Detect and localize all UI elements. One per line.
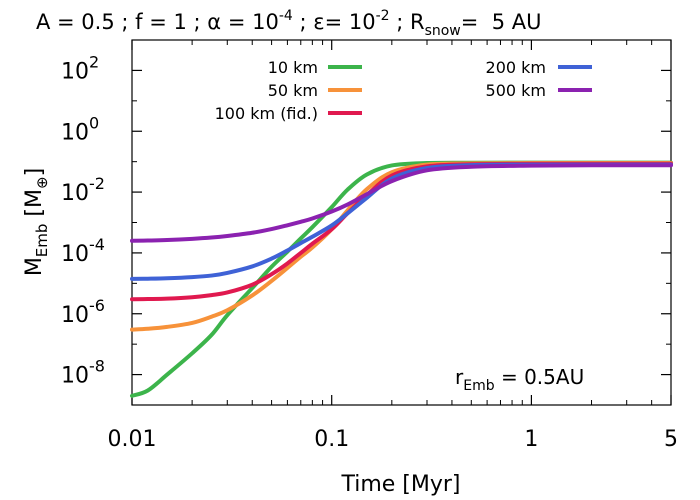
legend-label: 200 km xyxy=(486,58,546,77)
ylabel-unit-sub: ⊕ xyxy=(33,176,51,189)
axis-ticks: 0.01 0.1 1 5 10-8 10-6 10-4 10-2 100 102 xyxy=(61,40,678,452)
title-rsnow-sub: snow xyxy=(425,23,461,39)
series-line-0 xyxy=(130,160,673,398)
y-axis-label: MEmb [M⊕] xyxy=(22,168,51,276)
plot-frame xyxy=(131,39,672,406)
title-f: f = 1 xyxy=(135,10,187,34)
ylabel-close: ] xyxy=(22,168,47,177)
legend-label: 50 km xyxy=(268,81,318,100)
title-eps: ε= 10 xyxy=(313,10,375,34)
x-axis-label: Time [Myr] xyxy=(340,472,460,497)
series-line-4 xyxy=(130,163,673,243)
title-alpha-exp: -4 xyxy=(279,8,293,24)
title-sep-2: ; xyxy=(187,10,207,34)
series-line-3 xyxy=(130,162,673,281)
series-lines xyxy=(130,160,673,398)
ylabel-unit: [M xyxy=(22,189,47,224)
y-tick-label: 10-6 xyxy=(61,296,105,328)
annotation-pre: r xyxy=(455,365,464,389)
legend-label: 10 km xyxy=(268,58,318,77)
y-tick-label: 102 xyxy=(61,52,99,84)
chart-title: A = 0.5 ; f = 1 ; α = 10-4 ; ε= 10-2 ; R… xyxy=(36,8,541,39)
y-tick-label: 10-2 xyxy=(61,174,105,206)
y-tick-label: 100 xyxy=(61,113,99,145)
title-sep-3: ; xyxy=(293,10,313,34)
title-rsnow: R xyxy=(410,10,425,34)
ylabel-sub: Emb xyxy=(33,224,51,258)
y-tick-label: 10-4 xyxy=(61,235,105,267)
x-tick-label: 5 xyxy=(664,427,678,452)
legend-label: 100 km (fid.) xyxy=(215,104,318,123)
y-tick-label: 10-8 xyxy=(61,357,105,389)
series-line-1 xyxy=(130,161,673,332)
title-alpha: α = 10 xyxy=(207,10,279,34)
annotation: rEmb = 0.5AU xyxy=(455,365,584,394)
title-a: A = 0.5 xyxy=(36,10,115,34)
title-eps-exp: -2 xyxy=(376,8,390,24)
annotation-sub: Emb xyxy=(463,378,494,394)
legend-label: 500 km xyxy=(486,81,546,100)
title-rsnow-val: = 5 AU xyxy=(461,10,542,34)
x-tick-label: 0.1 xyxy=(314,427,349,452)
annotation-post: = 0.5AU xyxy=(495,365,585,389)
legend: 10 km 50 km 100 km (fid.) 200 km 500 km xyxy=(215,58,592,123)
x-tick-label: 1 xyxy=(524,427,538,452)
series-line-2 xyxy=(130,161,673,302)
title-sep-1: ; xyxy=(115,10,135,34)
x-tick-label: 0.01 xyxy=(108,427,157,452)
title-sep-4: ; xyxy=(390,10,410,34)
ylabel-main: M xyxy=(22,257,47,276)
